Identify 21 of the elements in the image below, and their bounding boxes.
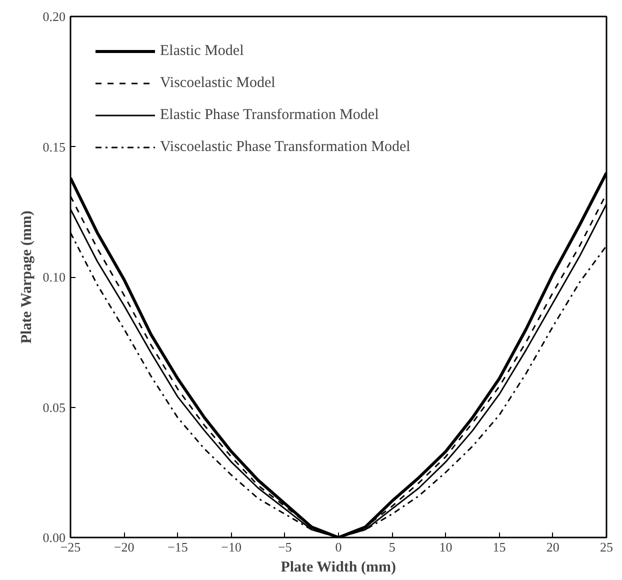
legend-label: Elastic Phase Transformation Model [160,106,379,124]
y-tick-label: 0.15 [42,139,66,154]
legend-label: Elastic Model [160,42,244,60]
x-tick-label: −15 [168,540,188,554]
x-axis-title: Plate Width (mm) [280,560,396,576]
y-tick-label: 0.05 [42,400,66,415]
x-tick-label: 20 [546,540,560,554]
y-tick-label: 0.00 [42,530,66,545]
x-tick-label: −10 [221,540,242,554]
y-axis-title: Plate Warpage (mm) [18,210,35,344]
x-tick-label: 25 [600,540,613,554]
y-tick-label: 0.20 [42,9,66,24]
x-tick-label: 10 [439,540,452,554]
x-tick-label: 5 [388,540,396,554]
y-tick-label: 0.10 [42,270,66,284]
x-tick-label: −5 [278,540,292,554]
x-tick-label: −20 [114,540,134,554]
x-tick-label: 15 [492,540,506,554]
legend-label: Viscoelastic Model [160,74,276,92]
x-tick-label: 0 [335,540,342,554]
legend-label: Viscoelastic Phase Transformation Model [160,138,410,156]
